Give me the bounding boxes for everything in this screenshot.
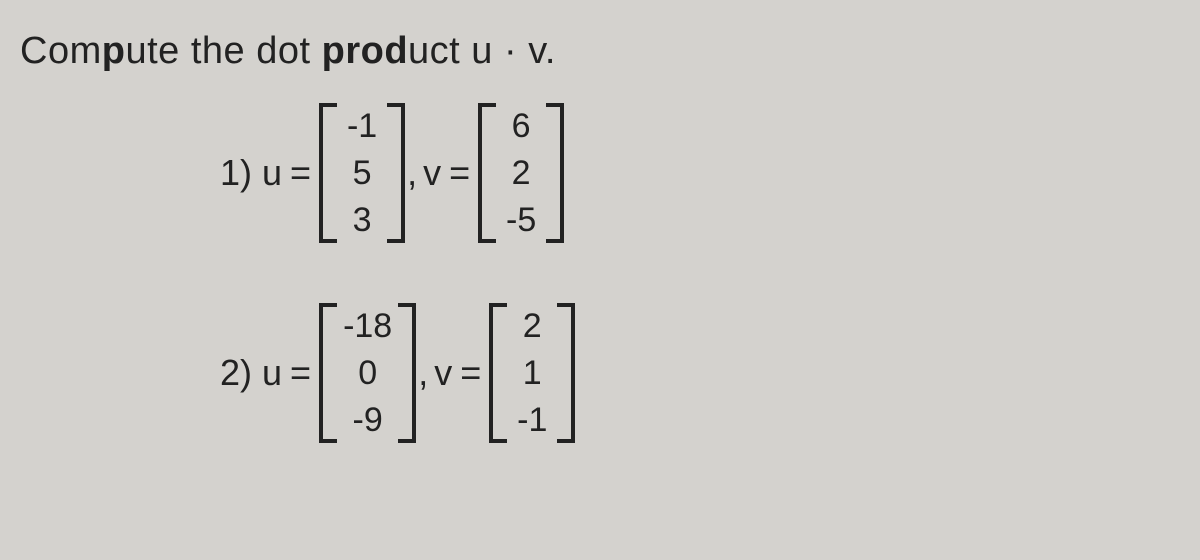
equals-sign: =	[290, 352, 311, 394]
heading-bold1: p	[102, 30, 126, 72]
page-heading: Compute the dot product u · v.	[20, 30, 1180, 73]
problem-1: 1) u = -1 5 3 , v = 6 2 -5	[220, 103, 1180, 243]
vector-entry: -1	[347, 109, 377, 143]
heading-prefix: Com	[20, 30, 102, 72]
left-bracket-icon	[478, 103, 496, 243]
vector-entries: -18 0 -9	[337, 303, 398, 443]
vector-entry: 3	[353, 203, 372, 237]
left-bracket-icon	[319, 303, 337, 443]
vector-entry: -9	[353, 403, 383, 437]
left-bracket-icon	[319, 103, 337, 243]
problem-2: 2) u = -18 0 -9 , v = 2 1 -1	[220, 303, 1180, 443]
right-bracket-icon	[546, 103, 564, 243]
vector-entry: -1	[517, 403, 547, 437]
comma-separator: ,	[418, 352, 428, 394]
vector-v-1: 6 2 -5	[478, 103, 564, 243]
problem-label: 1)	[220, 152, 252, 194]
equals-sign: =	[290, 152, 311, 194]
comma-separator: ,	[407, 152, 417, 194]
vector-entry: 5	[353, 156, 372, 190]
vector-entry: 0	[358, 356, 377, 390]
vector-entry: 2	[523, 309, 542, 343]
right-bracket-icon	[387, 103, 405, 243]
equals-sign: =	[449, 152, 470, 194]
variable-v: v	[434, 352, 452, 394]
heading-mid2: uct	[408, 30, 471, 72]
vector-entry: 1	[523, 356, 542, 390]
vector-u-1: -1 5 3	[319, 103, 405, 243]
vector-entries: -1 5 3	[337, 103, 387, 243]
left-bracket-icon	[489, 303, 507, 443]
problem-label: 2)	[220, 352, 252, 394]
equals-sign: =	[460, 352, 481, 394]
heading-bold2: prod	[322, 30, 408, 72]
vector-entries: 2 1 -1	[507, 303, 557, 443]
vector-entry: -18	[343, 309, 392, 343]
variable-u: u	[262, 152, 282, 194]
variable-u: u	[262, 352, 282, 394]
vector-entry: -5	[506, 203, 536, 237]
vector-entry: 6	[512, 109, 531, 143]
vector-entries: 6 2 -5	[496, 103, 546, 243]
heading-mid1: ute the dot	[125, 30, 321, 72]
heading-expr: u · v.	[471, 30, 556, 72]
right-bracket-icon	[398, 303, 416, 443]
variable-v: v	[423, 152, 441, 194]
vector-v-2: 2 1 -1	[489, 303, 575, 443]
vector-entry: 2	[512, 156, 531, 190]
right-bracket-icon	[557, 303, 575, 443]
vector-u-2: -18 0 -9	[319, 303, 416, 443]
